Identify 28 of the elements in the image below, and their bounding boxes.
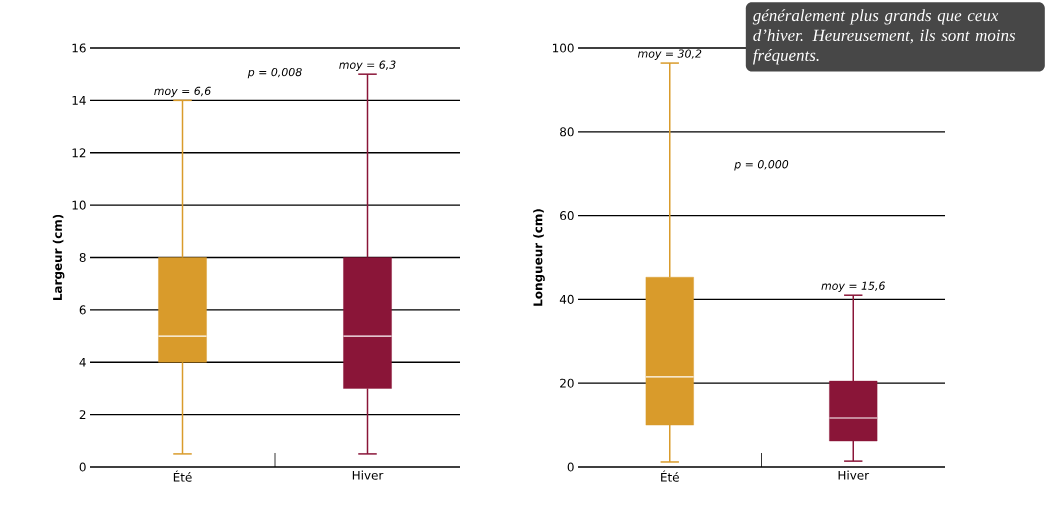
x-tick-label: Hiver [352,470,384,480]
y-tick-label: 40 [559,294,574,304]
annotation: moy = 30,2 [637,49,702,60]
y-tick-label: 60 [560,211,574,221]
y-axis-title: Largeur (cm) [52,214,65,301]
y-tick-label: 0 [567,462,574,472]
x-tick-label: Hiver [838,470,870,480]
annotation: p = 0,000 [734,160,789,171]
y-tick-label: 4 [79,357,86,367]
y-tick-label: 12 [72,148,86,158]
y-tick-label: 16 [72,43,86,53]
y-tick-label: 20 [560,378,574,388]
annotation: moy = 6,6 [154,86,211,98]
annotation: moy = 6,3 [339,60,396,71]
y-tick-label: 6 [79,305,86,315]
annotation: généralement plus grands que ceux d’hiver. Heureusement, ils sont moins fréquents. [752,9,1016,65]
annotation: p = 0,008 [247,67,302,79]
x-tick-label: Été [173,470,192,482]
x-tick-label: Été [661,470,679,482]
y-tick-label: 2 [79,410,86,420]
y-tick-label: 100 [552,43,574,53]
y-tick-label: 10 [72,200,86,210]
y-tick-label: 0 [79,462,86,472]
y-tick-label: 80 [560,127,574,137]
y-axis-title: Longueur (cm) [533,209,545,306]
annotation: moy = 15,6 [821,281,885,293]
y-tick-label: 8 [79,252,86,263]
y-tick-label: 14 [72,96,86,105]
